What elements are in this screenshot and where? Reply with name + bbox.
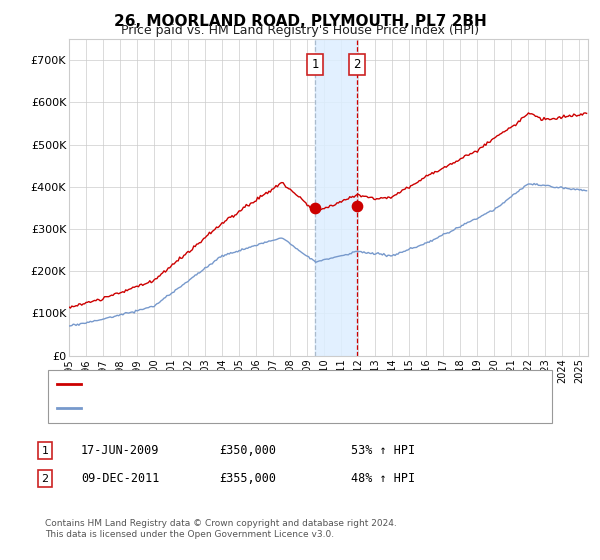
Text: 48% ↑ HPI: 48% ↑ HPI xyxy=(351,472,415,486)
Point xyxy=(310,203,320,212)
Text: 1: 1 xyxy=(41,446,49,456)
Bar xyxy=(315,39,357,356)
Text: 1: 1 xyxy=(311,58,319,71)
Text: Contains HM Land Registry data © Crown copyright and database right 2024.
This d: Contains HM Land Registry data © Crown c… xyxy=(45,519,397,539)
Text: 2: 2 xyxy=(41,474,49,484)
Text: £355,000: £355,000 xyxy=(219,472,276,486)
Text: £350,000: £350,000 xyxy=(219,444,276,458)
Text: 17-JUN-2009: 17-JUN-2009 xyxy=(81,444,160,458)
Text: 2: 2 xyxy=(353,58,361,71)
Text: 09-DEC-2011: 09-DEC-2011 xyxy=(81,472,160,486)
Point xyxy=(352,202,362,211)
Text: 26, MOORLAND ROAD, PLYMOUTH, PL7 2BH (detached house): 26, MOORLAND ROAD, PLYMOUTH, PL7 2BH (de… xyxy=(87,380,433,390)
Text: HPI: Average price, detached house, City of Plymouth: HPI: Average price, detached house, City… xyxy=(87,403,386,413)
Text: 26, MOORLAND ROAD, PLYMOUTH, PL7 2BH: 26, MOORLAND ROAD, PLYMOUTH, PL7 2BH xyxy=(113,14,487,29)
Text: Price paid vs. HM Land Registry's House Price Index (HPI): Price paid vs. HM Land Registry's House … xyxy=(121,24,479,37)
Text: 53% ↑ HPI: 53% ↑ HPI xyxy=(351,444,415,458)
